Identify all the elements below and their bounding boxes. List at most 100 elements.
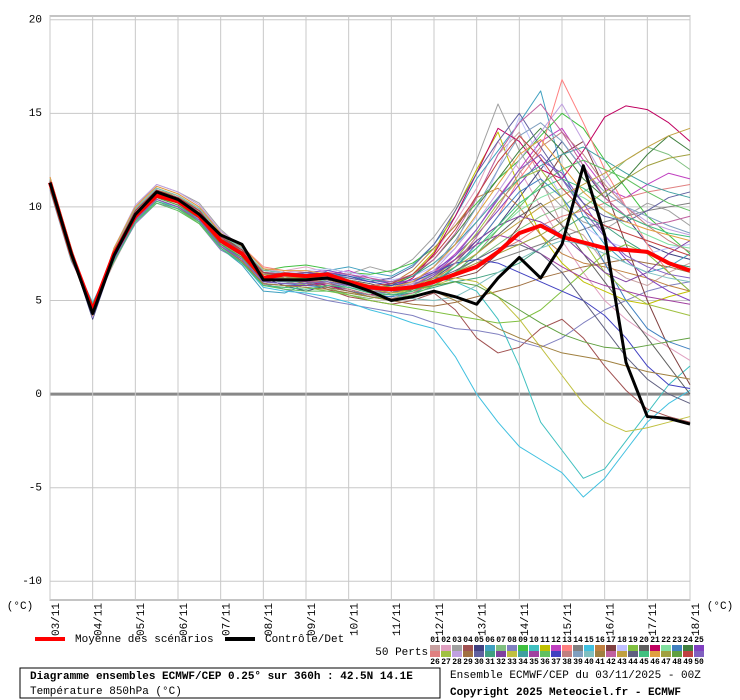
y-tick-label: -10 (22, 576, 42, 588)
x-tick-label: 15/11 (563, 603, 575, 636)
legend-label: 06 (485, 636, 495, 645)
legend-swatch (606, 651, 616, 657)
legend-swatch (518, 645, 528, 651)
y-tick-label: 5 (35, 295, 42, 307)
legend-label: 25 (694, 636, 704, 645)
x-tick-label: 12/11 (435, 603, 447, 636)
grid (49, 16, 691, 600)
main-line (48, 182, 691, 312)
legend-swatch (551, 651, 561, 657)
x-tick-label: 13/11 (478, 603, 490, 636)
legend-swatch (540, 651, 550, 657)
legend-swatch (683, 651, 693, 657)
legend-swatch (584, 651, 594, 657)
legend-swatch (496, 651, 506, 657)
legend-swatch (672, 645, 682, 651)
legend-label: 01 (430, 636, 440, 645)
legend-label: 12 (551, 636, 561, 645)
legend-swatch (452, 645, 462, 651)
legend-label: 43 (617, 658, 627, 667)
perturbations-label: 50 Perts. (375, 647, 434, 659)
legend-label: 49 (683, 658, 693, 667)
legend-swatch (430, 651, 440, 657)
legend-label: 09 (518, 636, 528, 645)
legend-swatch (529, 651, 539, 657)
y-tick-label: 20 (29, 15, 42, 27)
x-tick-label: 09/11 (307, 603, 319, 636)
legend-swatch (540, 645, 550, 651)
y-tick-label: -5 (29, 483, 42, 495)
legend-swatch (518, 651, 528, 657)
legend-swatch (474, 651, 484, 657)
legend-swatch (463, 651, 473, 657)
legend-label: 26 (430, 658, 440, 667)
legend-label: 37 (551, 658, 561, 667)
legend-swatch (683, 645, 693, 651)
legend-label: 23 (672, 636, 682, 645)
legend-label: 21 (650, 636, 660, 645)
legend-label: Contrôle/Det (265, 634, 344, 646)
legend-swatch (562, 645, 572, 651)
legend-label: 42 (606, 658, 616, 667)
legend-swatch (452, 651, 462, 657)
legend-swatch (562, 651, 572, 657)
legend-swatch (617, 651, 627, 657)
legend-swatch (672, 651, 682, 657)
run-label: Ensemble ECMWF/CEP du 03/11/2025 - 00Z (450, 670, 701, 682)
legend-label: 02 (441, 636, 451, 645)
legend-swatch (430, 645, 440, 651)
legend-label: 07 (496, 636, 506, 645)
legend-label: 40 (584, 658, 594, 667)
x-tick-label: 14/11 (520, 603, 532, 636)
legend-label: 34 (518, 658, 528, 667)
legend-label: 20 (639, 636, 649, 645)
y-tick-label: 0 (35, 389, 42, 401)
y-tick-label: 15 (29, 108, 42, 120)
legend-swatch (694, 645, 704, 651)
legend-label: 19 (628, 636, 638, 645)
legend-swatch (441, 645, 451, 651)
legend-swatch (694, 651, 704, 657)
legend-swatch (650, 645, 660, 651)
legend-label: 46 (650, 658, 660, 667)
y-tick-label: 10 (29, 202, 42, 214)
x-tick-label: 06/11 (179, 603, 191, 636)
legend-label: 03 (452, 636, 462, 645)
legend-swatch (639, 651, 649, 657)
legend-label: 27 (441, 658, 451, 667)
legend-label: 50 (694, 658, 704, 667)
legend-swatch (441, 651, 451, 657)
legend-label: 28 (452, 658, 462, 667)
legend-label: 04 (463, 636, 473, 645)
legend-swatch (573, 651, 583, 657)
legend-label: 18 (617, 636, 627, 645)
x-tick-label: 16/11 (606, 603, 618, 636)
y-unit-right: (°C) (707, 601, 733, 613)
x-tick-label: 17/11 (648, 603, 660, 636)
legend-label: 35 (529, 658, 539, 667)
legend-label: 13 (562, 636, 572, 645)
legend-swatch (595, 651, 605, 657)
legend-label: 10 (529, 636, 539, 645)
legend-swatch (507, 645, 517, 651)
legend-label: 45 (639, 658, 649, 667)
legend-label: 36 (540, 658, 550, 667)
legend-swatch (507, 651, 517, 657)
legend-label: 29 (463, 658, 473, 667)
x-tick-label: 03/11 (51, 603, 63, 636)
legend-label: 38 (562, 658, 572, 667)
legend-swatch (485, 651, 495, 657)
legend-label: 08 (507, 636, 517, 645)
legend-swatch (573, 645, 583, 651)
legend-swatch (474, 645, 484, 651)
member-line (49, 178, 691, 305)
legend-swatch (529, 645, 539, 651)
legend-swatch (661, 651, 671, 657)
chart-title: Diagramme ensembles ECMWF/CEP 0.25° sur … (30, 671, 413, 683)
lines (48, 79, 691, 498)
legend-swatch (628, 645, 638, 651)
legend-swatch (628, 651, 638, 657)
legend-swatch (551, 645, 561, 651)
legend-label: 11 (540, 636, 550, 645)
